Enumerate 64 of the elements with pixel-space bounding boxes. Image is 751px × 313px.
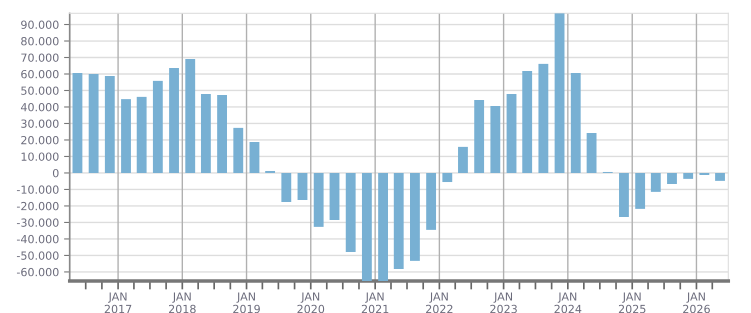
y-tick-label: 20.000: [21, 136, 59, 144]
x-tick-label: JAN 2023: [490, 292, 517, 313]
x-tick-label: JAN 2020: [297, 292, 324, 313]
x-tick-label: JAN 2018: [168, 292, 196, 313]
bar: [715, 172, 725, 181]
bar: [667, 172, 677, 184]
y-tick-label: 30.000: [21, 119, 59, 128]
y-tick-label: 90.000: [21, 20, 59, 29]
bar: [570, 73, 581, 173]
bar: [619, 172, 629, 218]
bar: [250, 142, 260, 173]
bar: [330, 172, 340, 220]
bar: [538, 64, 548, 173]
y-tick-label: 80.000: [21, 36, 59, 46]
y-tick-label: -60.000: [16, 268, 59, 276]
bar: [88, 74, 99, 173]
x-tick-label: JAN 2021: [362, 292, 388, 313]
bar: [233, 128, 244, 173]
y-tick-label: 10.000: [22, 152, 59, 161]
bar: [217, 94, 228, 173]
bar: [362, 172, 372, 281]
y-tick-label: 0: [52, 168, 59, 178]
bar: [650, 172, 661, 192]
bar: [281, 172, 292, 202]
y-tick-label: -50.000: [16, 251, 59, 260]
x-tick-label: JAN 2025: [618, 292, 646, 313]
bar: [72, 73, 82, 173]
y-tick-label: 40.000: [20, 102, 59, 112]
bar: [410, 172, 420, 261]
bar: [185, 58, 196, 173]
bar: [136, 96, 147, 173]
x-tick-label: JAN 2026: [683, 292, 710, 313]
bar: [378, 172, 388, 281]
bar: [394, 172, 404, 269]
x-tick-label: JAN 2022: [426, 292, 452, 313]
bar: [458, 146, 468, 173]
bar: [474, 100, 484, 173]
y-tick-label: 50.000: [21, 86, 59, 95]
bar: [121, 99, 131, 173]
x-tick-label: JAN 2017: [104, 292, 132, 313]
bar: [554, 13, 564, 173]
y-tick-label: -30.000: [16, 218, 59, 227]
bar: [298, 172, 308, 200]
bar: [152, 80, 163, 173]
bar: [442, 172, 452, 182]
bar: [200, 94, 211, 173]
bar: [683, 172, 694, 179]
x-tick-label: JAN 2019: [233, 292, 260, 313]
bar: [314, 172, 324, 227]
x-tick-label: JAN 2024: [554, 292, 582, 313]
bar: [426, 172, 436, 230]
y-tick-label: 70.000: [21, 53, 59, 62]
bar: [169, 68, 179, 173]
y-tick-label: -10.000: [16, 185, 59, 194]
bar: [635, 172, 646, 209]
y-tick-label: -20.000: [16, 202, 59, 210]
bar: [522, 71, 532, 173]
bar: [490, 106, 500, 173]
y-tick-label: -40.000: [16, 234, 59, 244]
bar: [346, 172, 356, 252]
bar: [506, 94, 516, 173]
bar: [104, 76, 115, 173]
y-tick-label: 60.000: [21, 70, 59, 78]
bar: [586, 133, 597, 173]
